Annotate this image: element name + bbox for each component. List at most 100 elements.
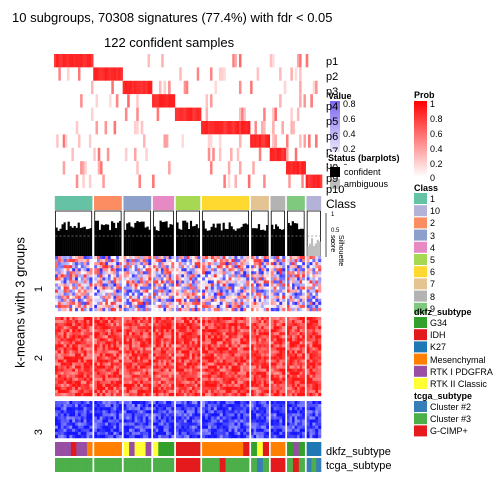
heatmap-cell	[113, 404, 117, 408]
heatmap-cell	[270, 329, 274, 333]
heatmap-cell	[276, 307, 280, 312]
heatmap-cell	[168, 341, 172, 345]
heatmap-cell	[219, 374, 223, 379]
heatmap-cell	[287, 362, 290, 366]
heatmap-cell	[318, 332, 322, 336]
heatmap-cell	[118, 280, 122, 284]
heatmap-cell	[134, 265, 138, 269]
heatmap-cell	[219, 338, 223, 342]
heatmap-cell	[113, 350, 117, 354]
heatmap-cell	[75, 404, 79, 408]
heatmap-cell	[131, 323, 135, 327]
heatmap-cell	[99, 422, 103, 426]
heatmap-cell	[197, 317, 201, 321]
heatmap-cell	[166, 431, 169, 436]
heatmap-cell	[234, 329, 238, 333]
heatmap-cell	[160, 304, 164, 309]
heatmap-cell	[181, 350, 185, 354]
heatmap-cell	[253, 359, 257, 363]
silhouette-bar	[273, 229, 276, 257]
heatmap-cell	[192, 362, 195, 366]
heatmap-cell	[231, 268, 235, 272]
heatmap-cell	[66, 329, 70, 333]
heatmap-cell	[213, 359, 218, 363]
heatmap-cell	[123, 413, 127, 417]
heatmap-cell	[263, 317, 267, 321]
heatmap-cell	[258, 289, 262, 293]
heatmap-cell	[192, 350, 195, 354]
heatmap-cell	[171, 401, 175, 405]
heatmap-cell	[105, 271, 109, 275]
heatmap-cell	[213, 353, 218, 357]
heatmap-cell	[228, 265, 232, 269]
heatmap-cell	[163, 332, 167, 336]
heatmap-cell	[113, 256, 117, 260]
heatmap-cell	[105, 356, 109, 360]
heatmap-cell	[89, 404, 93, 408]
heatmap-cell	[123, 359, 127, 363]
heatmap-cell	[175, 301, 179, 306]
heatmap-cell	[270, 344, 274, 348]
heatmap-cell	[96, 283, 100, 287]
heatmap-cell	[240, 326, 244, 330]
heatmap-cell	[55, 292, 59, 296]
heatmap-cell	[276, 289, 280, 293]
heatmap-cell	[148, 335, 152, 339]
heatmap-cell	[251, 341, 254, 345]
heatmap-cell	[75, 301, 79, 306]
prob-cell	[115, 67, 119, 81]
heatmap-cell	[66, 304, 70, 309]
heatmap-cell	[99, 256, 103, 260]
heatmap-cell	[60, 335, 64, 339]
heatmap-cell	[160, 329, 164, 333]
heatmap-cell	[294, 332, 298, 336]
heatmap-cell	[102, 283, 106, 287]
silhouette-bar	[184, 220, 187, 257]
heatmap-cell	[96, 259, 100, 263]
heatmap-cell	[266, 320, 269, 324]
heatmap-cell	[297, 259, 300, 263]
prob-cell	[185, 80, 189, 95]
heatmap-cell	[263, 277, 267, 281]
heatmap-cell	[237, 368, 241, 372]
heatmap-cell	[60, 304, 64, 309]
heatmap-cell	[171, 289, 175, 293]
heatmap-cell	[240, 256, 244, 260]
heatmap-cell	[57, 341, 61, 345]
heatmap-cell	[225, 374, 229, 379]
heatmap-cell	[219, 301, 223, 306]
heatmap-cell	[113, 271, 117, 275]
heatmap-cell	[80, 428, 84, 433]
heatmap-cell	[140, 335, 144, 339]
heatmap-cell	[318, 347, 322, 351]
heatmap-cell	[222, 374, 226, 379]
heatmap-cell	[110, 259, 114, 263]
heatmap-cell	[129, 401, 133, 405]
heatmap-cell	[273, 341, 277, 345]
heatmap-cell	[312, 347, 316, 351]
heatmap-cell	[142, 386, 146, 391]
heatmap-cell	[96, 304, 100, 309]
heatmap-cell	[287, 298, 290, 303]
heatmap-cell	[210, 401, 215, 405]
heatmap-cell	[155, 350, 159, 354]
heatmap-cell	[294, 359, 298, 363]
heatmap-cell	[86, 338, 90, 342]
heatmap-cell	[302, 286, 305, 290]
heatmap-cell	[160, 413, 164, 417]
heatmap-cell	[155, 377, 159, 382]
heatmap-cell	[216, 277, 220, 281]
heatmap-cell	[297, 307, 300, 312]
heatmap-cell	[148, 356, 152, 360]
prob-cell	[279, 147, 282, 162]
heatmap-cell	[266, 323, 269, 327]
heatmap-cell	[55, 410, 59, 414]
heatmap-cell	[243, 265, 247, 269]
heatmap-cell	[306, 304, 310, 309]
heatmap-cell	[261, 341, 264, 345]
heatmap-cell	[89, 347, 93, 351]
prob-cell	[236, 121, 240, 135]
heatmap-cell	[183, 434, 187, 439]
prob-cell	[212, 147, 215, 162]
heatmap-cell	[89, 401, 93, 405]
